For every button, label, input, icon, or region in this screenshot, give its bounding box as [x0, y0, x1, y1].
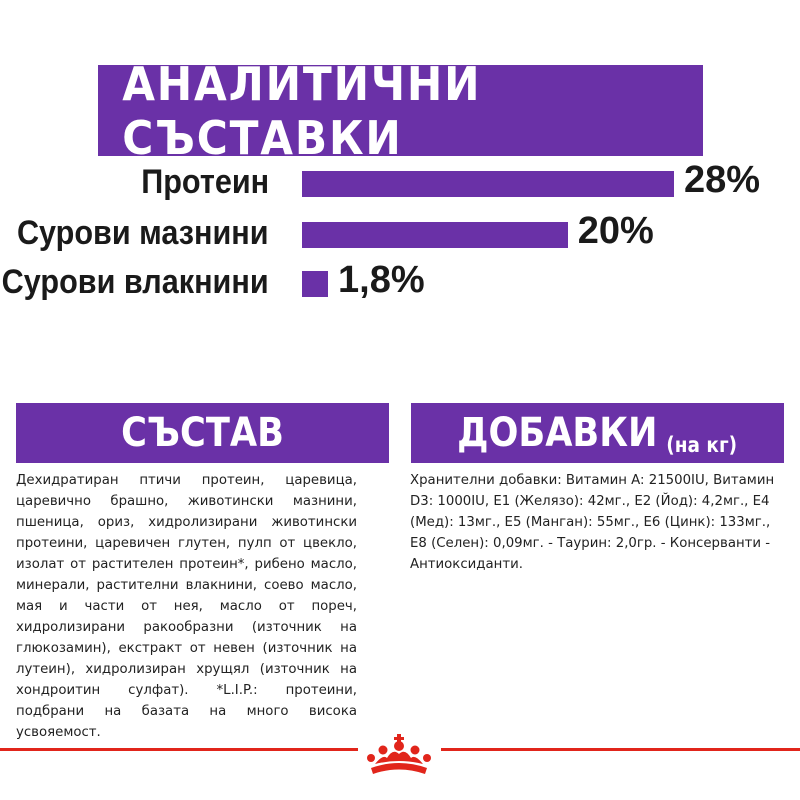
bar-value-label: 1,8% [338, 259, 425, 301]
composition-text: Дехидратиран птичи протеин, царевица, ца… [16, 473, 357, 740]
banner-title: АНАЛИТИЧНИ СЪСТАВКИ [122, 56, 482, 165]
bar-label: Сурови влакнини [2, 263, 269, 301]
additives-title: ДОБАВКИ (на кг) [457, 410, 738, 457]
bar-value-label: 20% [577, 210, 654, 252]
bar-label: Сурови мазнини [17, 214, 269, 252]
bar [302, 171, 674, 197]
composition-title: СЪСТАВ [121, 410, 284, 456]
footer-line-right [441, 748, 800, 751]
composition-header: СЪСТАВ [16, 403, 389, 463]
additives-text: Хранителни добавки: Витамин A: 21500IU, … [410, 473, 775, 572]
bar-value-label: 28% [684, 159, 761, 201]
additives-title-text: ДОБАВКИ [457, 410, 658, 456]
title-banner: АНАЛИТИЧНИ СЪСТАВКИ [98, 57, 703, 165]
bar [302, 222, 568, 248]
additives-subtitle: (на кг) [666, 433, 738, 457]
bar [302, 271, 328, 297]
bar-label: Протеин [141, 163, 269, 201]
footer-line-left [0, 748, 358, 751]
crown-logo-icon [367, 734, 431, 774]
additives-header: ДОБАВКИ (на кг) [411, 403, 784, 463]
